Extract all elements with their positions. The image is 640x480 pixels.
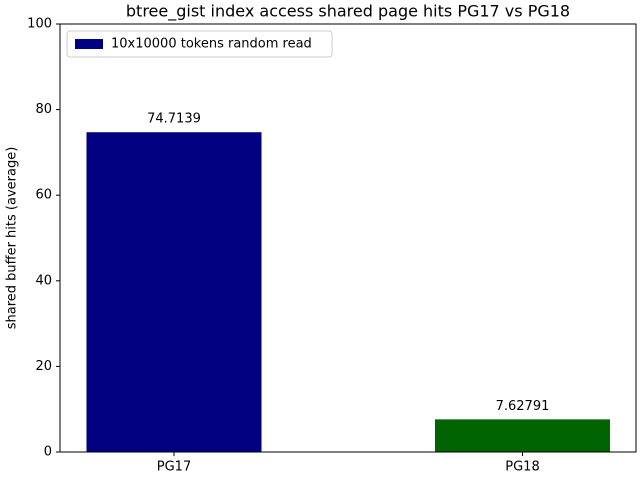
chart-title: btree_gist index access shared page hits… xyxy=(126,2,570,22)
bar xyxy=(435,419,610,452)
legend-swatch xyxy=(75,39,103,49)
y-tick-label: 20 xyxy=(35,359,52,374)
y-tick-label: 0 xyxy=(44,445,52,460)
data-label: 7.62791 xyxy=(496,399,550,414)
y-tick-label: 80 xyxy=(35,102,52,117)
legend-box xyxy=(66,30,333,58)
x-tick-label: PG17 xyxy=(157,460,191,475)
y-tick-label: 40 xyxy=(35,273,52,288)
legend-label: 10x10000 tokens random read xyxy=(111,37,312,52)
y-tick-label: 100 xyxy=(27,17,52,32)
x-tick-label: PG18 xyxy=(505,460,539,475)
y-tick-label: 60 xyxy=(35,188,52,203)
data-label: 74.7139 xyxy=(147,112,201,127)
bar xyxy=(86,132,262,453)
y-axis-label: shared buffer hits (average) xyxy=(5,147,20,330)
plot-frame xyxy=(59,23,637,453)
